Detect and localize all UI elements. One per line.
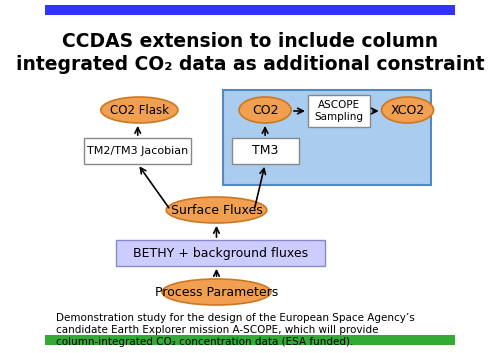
Text: integrated CO₂ data as additional constraint: integrated CO₂ data as additional constr… [16,55,484,74]
Ellipse shape [239,97,291,123]
Ellipse shape [101,97,178,123]
Text: TM2/TM3 Jacobian: TM2/TM3 Jacobian [87,146,188,156]
Text: Demonstration study for the design of the European Space Agency’s: Demonstration study for the design of th… [56,313,414,323]
Bar [44,335,456,345]
Text: XCO2: XCO2 [390,103,424,116]
Bar [116,240,326,266]
Bar [232,138,298,164]
Text: column-integrated CO₂ concentration data (ESA funded).: column-integrated CO₂ concentration data… [56,337,353,347]
Text: Surface Fluxes: Surface Fluxes [170,203,262,216]
Bar [84,138,192,164]
Bar [223,90,431,185]
Ellipse shape [162,279,271,305]
Bar [44,5,456,15]
Text: ASCOPE
Sampling: ASCOPE Sampling [314,100,364,122]
Ellipse shape [382,97,434,123]
Text: CO2: CO2 [252,103,278,116]
Text: CCDAS extension to include column: CCDAS extension to include column [62,32,438,51]
Text: Process Parameters: Process Parameters [155,286,278,299]
Ellipse shape [166,197,267,223]
Text: BETHY + background fluxes: BETHY + background fluxes [133,246,308,259]
Bar [308,95,370,127]
Text: candidate Earth Explorer mission A-SCOPE, which will provide: candidate Earth Explorer mission A-SCOPE… [56,325,378,335]
Text: TM3: TM3 [252,144,278,157]
Text: CO2 Flask: CO2 Flask [110,103,169,116]
